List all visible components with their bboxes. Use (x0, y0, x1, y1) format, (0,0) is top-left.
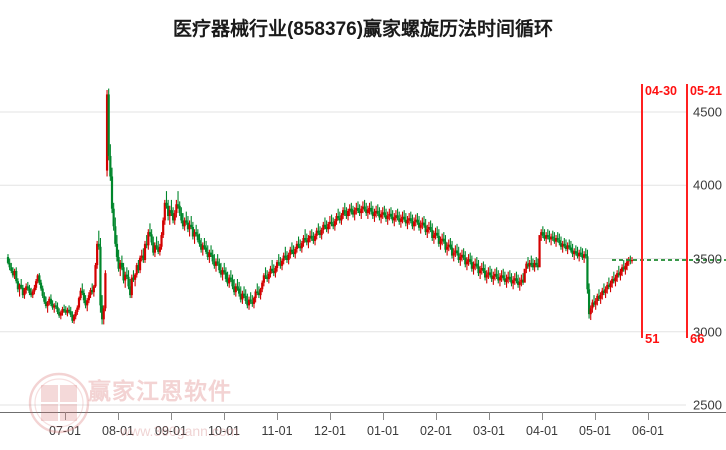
cycle-vertical-line[interactable] (641, 84, 643, 338)
x-axis-tick (118, 412, 119, 420)
x-axis-tick-label: 11-01 (261, 424, 293, 438)
x-axis-tick (277, 412, 278, 420)
x-axis-tick-label: 08-01 (102, 424, 134, 438)
cycle-vertical-line[interactable] (686, 84, 688, 338)
x-axis-labels: 07-01 08-01 09-01 10-01 11-01 12-01 01-01 02-01… (0, 412, 726, 450)
x-axis-tick (330, 412, 331, 420)
x-axis-tick (489, 412, 490, 420)
candlestick-svg (0, 88, 726, 406)
x-axis-tick (224, 412, 225, 420)
x-axis-tick (65, 412, 66, 420)
x-axis-tick-label: 09-01 (155, 424, 187, 438)
page-title: 医疗器械行业(858376)赢家螺旋历法时间循环 (172, 19, 554, 40)
x-axis-tick-label: 12-01 (314, 424, 346, 438)
candle-series (6, 88, 634, 325)
x-axis-tick-label: 07-01 (49, 424, 81, 438)
x-axis-tick (436, 412, 437, 420)
cycle-count-label: 66 (690, 331, 705, 346)
cycle-date-label: 04-30 (645, 84, 677, 98)
x-axis-tick-label: 01-01 (367, 424, 399, 438)
y-axis-tick-label: 3000 (693, 324, 722, 340)
gridlines (0, 111, 686, 406)
x-axis-tick (595, 412, 596, 420)
x-axis-tick-label: 03-01 (473, 424, 505, 438)
y-axis-tick-label: 4000 (693, 177, 722, 193)
y-axis-tick-label: 3500 (693, 251, 722, 266)
plot-area[interactable] (0, 54, 726, 412)
x-axis-tick-label: 10-01 (208, 424, 240, 438)
x-axis-tick (542, 412, 543, 420)
y-axis-tick-label: 4500 (693, 104, 722, 120)
x-axis-tick (383, 412, 384, 420)
cycle-count-label: 51 (645, 331, 660, 346)
x-axis-tick (648, 412, 649, 420)
y-axis-tick-label: 2500 (693, 397, 722, 413)
cycle-date-label: 05-21 (690, 84, 722, 98)
watermark-url: www.360gann.com (120, 423, 239, 439)
seal-logo-icon (28, 372, 90, 434)
x-axis-tick-label: 06-01 (632, 424, 664, 438)
x-axis-tick-label: 05-01 (579, 424, 611, 438)
x-axis-tick-label: 02-01 (420, 424, 452, 438)
x-axis-tick-label: 04-01 (526, 424, 558, 438)
watermark-brand: 赢家江恩软件 (88, 378, 232, 404)
x-axis-line (0, 412, 726, 413)
x-axis-tick (171, 412, 172, 420)
